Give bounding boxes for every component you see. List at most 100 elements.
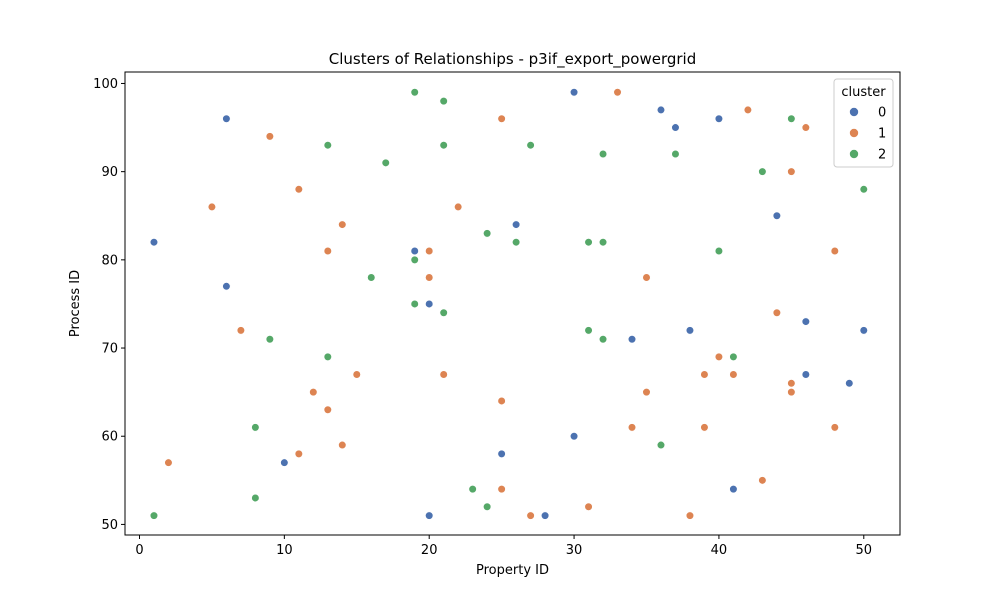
point-cluster-1 xyxy=(729,370,738,379)
point-cluster-2 xyxy=(859,185,868,194)
point-cluster-1 xyxy=(801,123,810,132)
point-cluster-1 xyxy=(787,167,796,176)
point-cluster-2 xyxy=(729,352,738,361)
point-cluster-0 xyxy=(149,238,159,247)
point-cluster-1 xyxy=(700,370,709,379)
chart-title: Clusters of Relationships - p3if_export_… xyxy=(329,50,696,69)
point-cluster-1 xyxy=(642,273,651,282)
legend-label-0: 0 xyxy=(878,106,886,121)
point-cluster-2 xyxy=(758,167,767,176)
point-cluster-2 xyxy=(483,229,492,238)
point-cluster-1 xyxy=(236,326,245,335)
x-tick-label: 30 xyxy=(566,543,583,558)
point-cluster-1 xyxy=(743,105,752,115)
x-tick-label: 10 xyxy=(276,543,293,558)
point-cluster-0 xyxy=(671,123,680,132)
point-cluster-1 xyxy=(627,423,637,432)
point-cluster-1 xyxy=(613,88,622,97)
point-cluster-0 xyxy=(569,88,579,97)
legend: cluster 0 1 2 xyxy=(833,78,894,168)
point-cluster-2 xyxy=(787,114,796,123)
legend-label-1: 1 xyxy=(878,127,886,142)
point-cluster-1 xyxy=(584,502,593,511)
point-cluster-2 xyxy=(526,141,535,150)
point-cluster-1 xyxy=(425,273,434,282)
point-cluster-0 xyxy=(859,326,868,335)
point-cluster-2 xyxy=(439,141,448,150)
point-cluster-0 xyxy=(222,282,231,291)
point-cluster-0 xyxy=(512,220,521,229)
point-cluster-1 xyxy=(439,370,448,379)
point-cluster-1 xyxy=(164,458,173,467)
point-cluster-2 xyxy=(439,97,448,106)
point-cluster-1 xyxy=(454,202,463,212)
point-cluster-0 xyxy=(714,114,724,123)
point-cluster-1 xyxy=(338,220,347,229)
point-cluster-1 xyxy=(497,114,506,123)
y-tick-label: 90 xyxy=(101,165,118,180)
legend-items: 0 1 2 xyxy=(849,106,886,163)
x-tick-label: 40 xyxy=(711,543,728,558)
point-cluster-1 xyxy=(207,202,217,212)
point-cluster-2 xyxy=(149,511,159,520)
point-cluster-1 xyxy=(526,511,535,520)
point-cluster-2 xyxy=(598,238,608,247)
point-cluster-0 xyxy=(280,458,289,467)
point-cluster-1 xyxy=(497,485,506,494)
point-cluster-0 xyxy=(540,511,550,520)
point-cluster-1 xyxy=(642,388,651,397)
legend-label-2: 2 xyxy=(878,148,886,163)
point-cluster-0 xyxy=(497,449,506,458)
point-cluster-1 xyxy=(787,388,796,397)
point-cluster-1 xyxy=(309,388,318,397)
y-tick-label: 70 xyxy=(101,342,118,357)
point-cluster-2 xyxy=(584,238,593,247)
y-tick-label: 80 xyxy=(101,253,118,268)
point-cluster-1 xyxy=(265,132,274,141)
y-axis-label: Process ID xyxy=(68,270,83,337)
point-cluster-1 xyxy=(700,423,709,432)
point-cluster-1 xyxy=(685,511,695,520)
point-cluster-0 xyxy=(410,246,419,256)
y-tick-label: 60 xyxy=(101,430,118,445)
legend-marker-2 xyxy=(849,149,859,159)
y-axis-ticks: 50 60 70 80 90 100 xyxy=(93,77,125,533)
plot-points xyxy=(149,88,868,520)
point-cluster-2 xyxy=(584,326,593,335)
point-cluster-2 xyxy=(251,493,260,503)
point-cluster-1 xyxy=(338,440,347,450)
point-cluster-2 xyxy=(323,141,332,150)
x-axis-ticks: 0 10 20 30 40 50 xyxy=(135,535,872,558)
y-tick-label: 100 xyxy=(93,77,118,92)
x-tick-label: 50 xyxy=(856,543,873,558)
point-cluster-1 xyxy=(758,476,767,485)
point-cluster-2 xyxy=(598,335,608,344)
x-axis-label: Property ID xyxy=(476,563,549,578)
x-tick-label: 0 xyxy=(135,543,143,558)
point-cluster-1 xyxy=(830,423,839,432)
legend-box xyxy=(833,78,894,168)
point-cluster-0 xyxy=(685,326,695,335)
point-cluster-2 xyxy=(323,352,332,361)
point-cluster-2 xyxy=(598,149,608,159)
point-cluster-2 xyxy=(367,273,376,282)
point-cluster-2 xyxy=(251,423,260,432)
point-cluster-2 xyxy=(410,255,419,264)
point-cluster-0 xyxy=(425,511,434,520)
point-cluster-2 xyxy=(439,308,448,317)
point-cluster-2 xyxy=(410,299,419,309)
point-cluster-1 xyxy=(830,246,839,256)
point-cluster-2 xyxy=(714,246,724,256)
point-cluster-2 xyxy=(483,502,492,511)
y-tick-label: 50 xyxy=(101,518,118,533)
point-cluster-0 xyxy=(845,379,854,388)
legend-title: cluster xyxy=(841,85,886,100)
point-cluster-1 xyxy=(787,379,796,388)
point-cluster-1 xyxy=(497,396,506,406)
point-cluster-2 xyxy=(265,335,274,344)
plot-frame xyxy=(124,71,901,536)
point-cluster-1 xyxy=(294,449,303,458)
point-cluster-2 xyxy=(512,238,521,247)
point-cluster-2 xyxy=(656,440,666,450)
point-cluster-0 xyxy=(425,299,434,309)
